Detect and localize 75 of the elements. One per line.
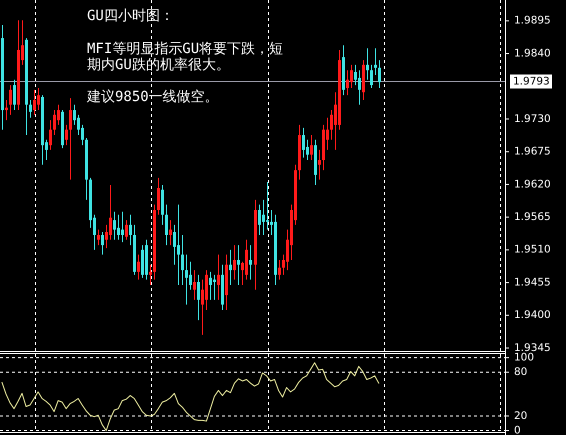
candlestick bbox=[97, 229, 100, 246]
candlestick bbox=[73, 104, 76, 126]
candlestick bbox=[266, 182, 269, 230]
candlestick bbox=[181, 234, 184, 286]
y-tick-label: 1.9675 bbox=[514, 146, 551, 158]
y-tick-label: 1.9510 bbox=[514, 244, 551, 256]
candlestick bbox=[306, 139, 309, 161]
y-tick-label: 20 bbox=[514, 410, 528, 422]
y-tick-label: 1.9730 bbox=[514, 112, 551, 125]
candlestick bbox=[358, 70, 361, 106]
candlestick bbox=[193, 270, 196, 300]
candlestick bbox=[33, 89, 36, 116]
y-tick-label: 1.9565 bbox=[514, 211, 551, 224]
candlestick bbox=[13, 79, 16, 111]
candlestick bbox=[197, 274, 200, 321]
y-tick-label: 0 bbox=[514, 424, 521, 435]
candlestick bbox=[378, 60, 381, 89]
candlestick bbox=[9, 84, 12, 116]
candlestick bbox=[177, 204, 180, 286]
candlestick bbox=[370, 64, 373, 89]
candlestick bbox=[69, 98, 72, 180]
candlestick bbox=[57, 104, 60, 126]
y-tick-label: 1.9895 bbox=[514, 14, 551, 27]
candlestick bbox=[249, 244, 252, 280]
candlestick bbox=[262, 199, 265, 236]
y-tick-label: 1.9620 bbox=[514, 178, 551, 190]
y-tick-label: 1.9345 bbox=[514, 342, 551, 354]
candlestick bbox=[346, 70, 349, 96]
y-tick-label: 80 bbox=[514, 366, 528, 378]
candlestick bbox=[49, 120, 52, 150]
candlestick bbox=[278, 259, 281, 280]
y-tick-label: 1.9455 bbox=[514, 276, 551, 288]
candlestick bbox=[318, 149, 321, 180]
candlestick bbox=[201, 279, 204, 336]
candlestick bbox=[302, 127, 305, 158]
ref-line-label: 1.9793 bbox=[513, 75, 550, 88]
candlestick bbox=[354, 64, 357, 86]
candlestick bbox=[229, 249, 232, 286]
candlestick bbox=[310, 134, 313, 161]
annotation: GU四小时图： bbox=[87, 8, 175, 24]
candlestick bbox=[5, 99, 8, 121]
candlestick bbox=[137, 254, 140, 280]
candlestick bbox=[350, 64, 353, 89]
candlestick bbox=[149, 264, 152, 286]
y-tick-label: 1.9840 bbox=[514, 47, 551, 60]
candlestick bbox=[157, 177, 160, 216]
candlestick bbox=[65, 124, 68, 146]
candlestick bbox=[169, 220, 172, 246]
candlestick bbox=[217, 254, 220, 300]
candlestick bbox=[125, 220, 128, 240]
candlestick bbox=[29, 99, 32, 118]
candlestick bbox=[366, 48, 369, 80]
candlestick bbox=[213, 274, 216, 300]
candlestick bbox=[109, 184, 112, 240]
candlestick bbox=[121, 211, 124, 243]
candlestick bbox=[209, 271, 212, 300]
candlestick bbox=[189, 261, 192, 290]
y-tick-label: 1.9400 bbox=[514, 309, 551, 322]
candlestick bbox=[185, 254, 188, 306]
candlestick bbox=[233, 244, 236, 280]
candlestick bbox=[113, 211, 116, 240]
candlestick bbox=[165, 204, 168, 246]
candlestick bbox=[77, 114, 80, 136]
candlestick bbox=[117, 214, 120, 240]
line-series bbox=[2, 362, 380, 432]
candlestick bbox=[258, 204, 261, 236]
y-tick-label: 100 bbox=[514, 352, 534, 364]
annotation: 建议9850一线做空。 bbox=[87, 89, 220, 105]
candlestick bbox=[173, 224, 176, 266]
candlestick bbox=[237, 244, 240, 286]
candlestick bbox=[101, 232, 104, 256]
candlestick bbox=[53, 110, 56, 136]
candlestick bbox=[374, 48, 377, 76]
candlestick bbox=[37, 88, 40, 111]
candlestick bbox=[129, 214, 132, 246]
